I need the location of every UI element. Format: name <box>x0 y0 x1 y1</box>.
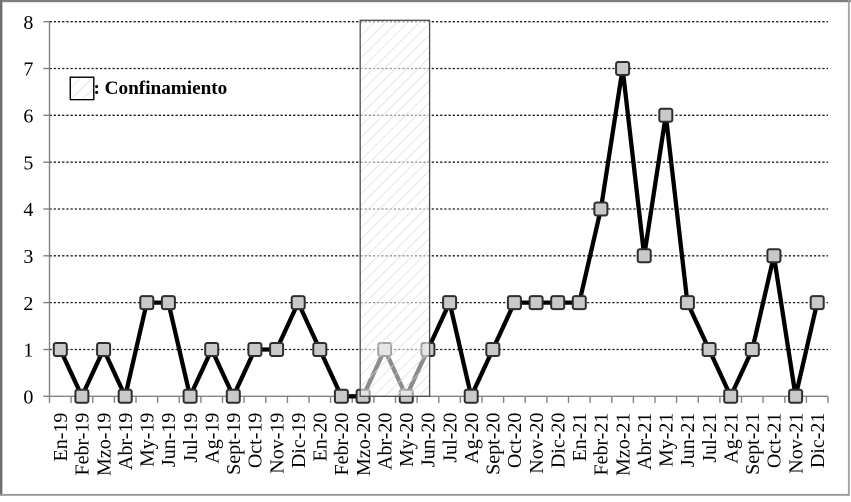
svg-text:Oct-19: Oct-19 <box>245 413 267 469</box>
svg-text:Abr-21: Abr-21 <box>634 413 656 470</box>
svg-text:Oct-20: Oct-20 <box>504 413 526 469</box>
svg-text:Febr-19: Febr-19 <box>72 413 94 476</box>
svg-text:Mzo-20: Mzo-20 <box>353 413 375 476</box>
svg-text:Jul-20: Jul-20 <box>439 413 461 463</box>
svg-text:Sept-21: Sept-21 <box>742 413 764 475</box>
svg-text:Sept-20: Sept-20 <box>483 413 505 475</box>
svg-text:Jul-19: Jul-19 <box>180 413 202 463</box>
svg-text:Oct-21: Oct-21 <box>764 413 786 469</box>
svg-text:1: 1 <box>23 340 33 362</box>
svg-text:Dic-21: Dic-21 <box>807 413 829 469</box>
svg-text:En-21: En-21 <box>569 413 591 462</box>
svg-text:Jun-19: Jun-19 <box>158 413 180 467</box>
svg-text:Nov-21: Nov-21 <box>785 413 807 474</box>
svg-text:2: 2 <box>23 293 33 315</box>
svg-text:Abr-20: Abr-20 <box>375 413 397 470</box>
svg-text:En-20: En-20 <box>310 413 332 462</box>
svg-text:: Confinamiento: : Confinamiento <box>94 78 228 99</box>
svg-text:My-21: My-21 <box>656 413 678 467</box>
svg-text:Mzo-21: Mzo-21 <box>612 413 634 476</box>
svg-text:Febr-21: Febr-21 <box>591 413 613 476</box>
svg-text:Dic-20: Dic-20 <box>548 413 570 469</box>
svg-text:Jun-20: Jun-20 <box>418 413 440 467</box>
svg-text:My-20: My-20 <box>396 413 418 467</box>
svg-text:3: 3 <box>23 246 33 268</box>
svg-text:Jun-21: Jun-21 <box>677 413 699 467</box>
svg-text:8: 8 <box>23 12 33 34</box>
svg-text:Ag-20: Ag-20 <box>461 413 483 464</box>
svg-text:7: 7 <box>23 59 33 81</box>
svg-text:Febr-20: Febr-20 <box>331 413 353 476</box>
svg-text:Sept-19: Sept-19 <box>223 413 245 475</box>
svg-text:Nov-19: Nov-19 <box>266 413 288 474</box>
svg-text:0: 0 <box>23 387 33 409</box>
svg-text:My-19: My-19 <box>137 413 159 467</box>
svg-text:Ag-21: Ag-21 <box>721 413 743 464</box>
svg-text:5: 5 <box>23 152 33 174</box>
svg-text:4: 4 <box>23 199 33 221</box>
svg-text:Ag-19: Ag-19 <box>202 413 224 464</box>
svg-text:Mzo-19: Mzo-19 <box>93 413 115 476</box>
svg-text:6: 6 <box>23 106 33 128</box>
svg-text:Jul-21: Jul-21 <box>699 413 721 463</box>
svg-text:En-19: En-19 <box>50 413 72 462</box>
svg-text:Abr-19: Abr-19 <box>115 413 137 470</box>
svg-text:Dic-19: Dic-19 <box>288 413 310 469</box>
svg-text:Nov-20: Nov-20 <box>526 413 548 474</box>
